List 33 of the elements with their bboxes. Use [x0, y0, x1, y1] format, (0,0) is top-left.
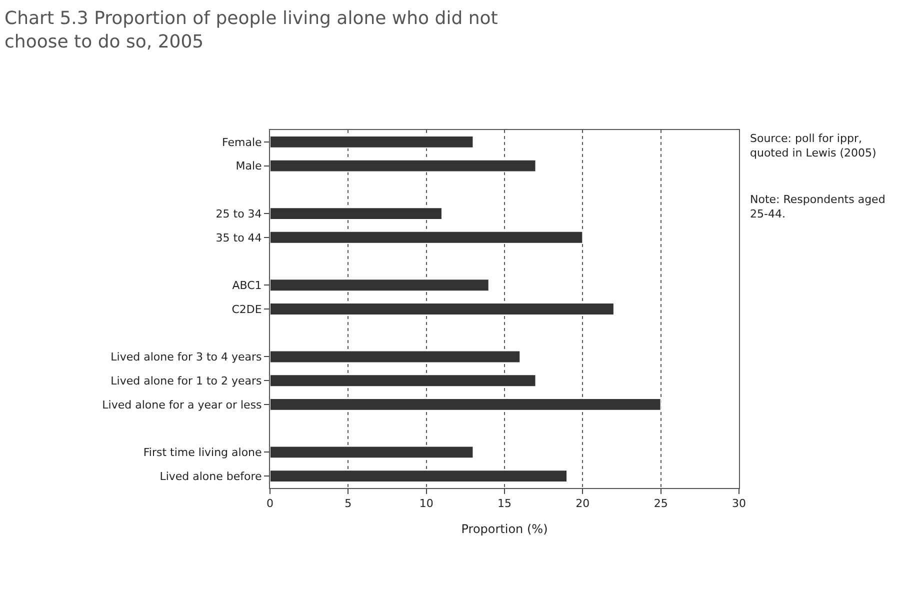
- text: Note: Respondents aged 25-44.: [750, 193, 886, 220]
- x-tick-label: 30: [732, 497, 746, 510]
- bar: [270, 398, 662, 411]
- y-tick-label: 25 to 34: [216, 207, 262, 220]
- bar: [270, 230, 584, 244]
- bar: [270, 350, 521, 364]
- bar: [270, 159, 536, 172]
- bar: [270, 207, 442, 220]
- y-tick-label: Male: [236, 160, 262, 173]
- bar: [270, 302, 614, 316]
- x-axis-title: Proportion (%): [461, 522, 548, 536]
- y-tick-label: Lived alone for a year or less: [102, 398, 262, 412]
- y-tick-label: C2DE: [232, 302, 262, 316]
- x-tick-label: 15: [498, 497, 512, 510]
- y-tick-label: Female: [222, 136, 262, 149]
- y-tick-label: First time living alone: [143, 446, 262, 460]
- source-note: Source: poll for ippr, quoted in Lewis (2005): [750, 132, 876, 160]
- y-tick-label: Lived alone before: [160, 470, 262, 483]
- y-tick-label: 35 to 44: [216, 231, 262, 244]
- bar: [270, 278, 490, 292]
- x-tick-label: 25: [654, 497, 668, 510]
- x-tick-label: 20: [576, 497, 590, 510]
- x-tick-label: 0: [266, 497, 274, 510]
- bar: [270, 470, 568, 483]
- bar: [270, 446, 474, 459]
- y-tick-label: ABC1: [232, 278, 262, 292]
- y-tick-label: Lived alone for 3 to 4 years: [110, 350, 262, 364]
- y-tick-label: Lived alone for 1 to 2 years: [110, 374, 262, 388]
- chart-title: Chart 5.3 Proportion of people living alone who did not choose to do so, 2005: [4, 8, 498, 52]
- bar: [270, 135, 474, 148]
- bar: [270, 374, 536, 388]
- x-tick-label: 5: [344, 497, 352, 510]
- x-tick-label: 10: [419, 497, 434, 510]
